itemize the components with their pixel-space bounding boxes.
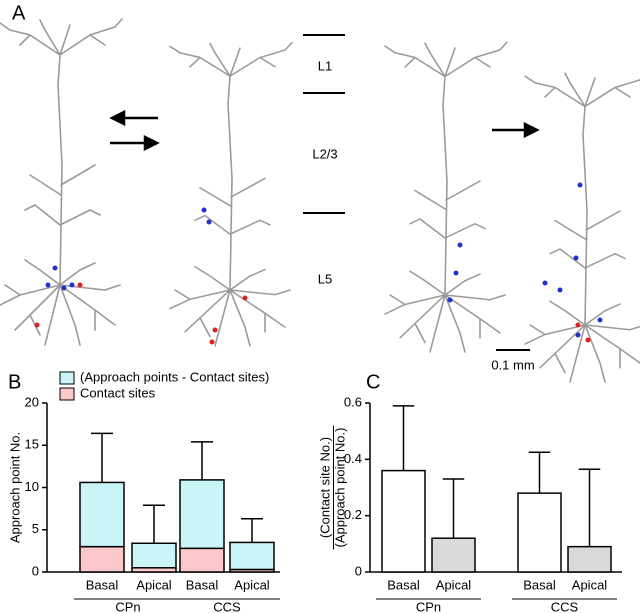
error-bar [392, 405, 415, 471]
neuron [169, 41, 293, 347]
x-tick-label: Basal [86, 577, 119, 592]
group-label: CCS [213, 599, 241, 613]
bar [567, 545, 612, 573]
panel-a: L1 L2/3 L5 0.1 mm [0, 18, 640, 383]
y-axis-label: (Contact site No.) [317, 437, 332, 538]
scale-bar-label: 0.1 mm [491, 357, 534, 372]
x-tick-label: Basal [186, 577, 219, 592]
y-tick-label: 15 [25, 437, 39, 452]
x-tick-label: Apical [572, 577, 608, 592]
bar [517, 492, 562, 573]
y-tick-label: 0 [32, 563, 39, 578]
x-tick-label: Apical [234, 577, 270, 592]
x-tick-label: Apical [436, 577, 472, 592]
legend-label: Contact sites [80, 385, 156, 400]
neuron [384, 41, 508, 353]
bar [179, 547, 225, 573]
error-bar [442, 478, 465, 539]
y-axis-label: Approach point No. [7, 432, 22, 543]
panel-label: A [12, 2, 26, 24]
bar [179, 479, 225, 550]
contact-dots [45, 182, 603, 338]
y-axis-label: (Approach point No.) [332, 428, 347, 548]
y-tick-label: 0 [355, 563, 362, 578]
error-bar [578, 468, 601, 547]
error-bar [143, 504, 165, 544]
legend-label: (Approach points - Contact sites) [80, 369, 269, 384]
legend-swatch [59, 387, 75, 401]
layer-label: L2/3 [312, 146, 337, 161]
x-tick-label: Basal [387, 577, 420, 592]
layer-label: L5 [318, 271, 332, 286]
group-label: CPn [115, 599, 140, 613]
y-tick-label: 0.2 [344, 507, 362, 522]
error-bar [91, 432, 113, 483]
y-tick-label: 20 [25, 394, 39, 409]
panel-label: B [8, 371, 21, 393]
contact-dots [34, 282, 591, 345]
error-bar [241, 518, 263, 543]
y-tick-label: 5 [32, 521, 39, 536]
layer-label: L1 [318, 58, 332, 73]
bar [79, 481, 125, 548]
panel-label: C [366, 371, 380, 393]
bar [431, 537, 476, 573]
neuron [524, 71, 640, 383]
bar [229, 541, 275, 571]
arrows [109, 109, 540, 152]
bar [79, 545, 125, 573]
layer-lines [303, 34, 345, 214]
group-label: CCS [551, 599, 579, 613]
neuron [0, 18, 123, 346]
y-tick-label: 10 [25, 479, 39, 494]
error-bar [528, 451, 551, 494]
y-tick-label: 0.6 [344, 394, 362, 409]
bar [131, 542, 177, 569]
y-tick-label: 0.4 [344, 451, 362, 466]
bar [381, 469, 426, 573]
legend-swatch [59, 371, 75, 385]
x-tick-label: Basal [523, 577, 556, 592]
group-label: CPn [416, 599, 441, 613]
x-tick-label: Apical [136, 577, 172, 592]
error-bar [191, 441, 213, 480]
